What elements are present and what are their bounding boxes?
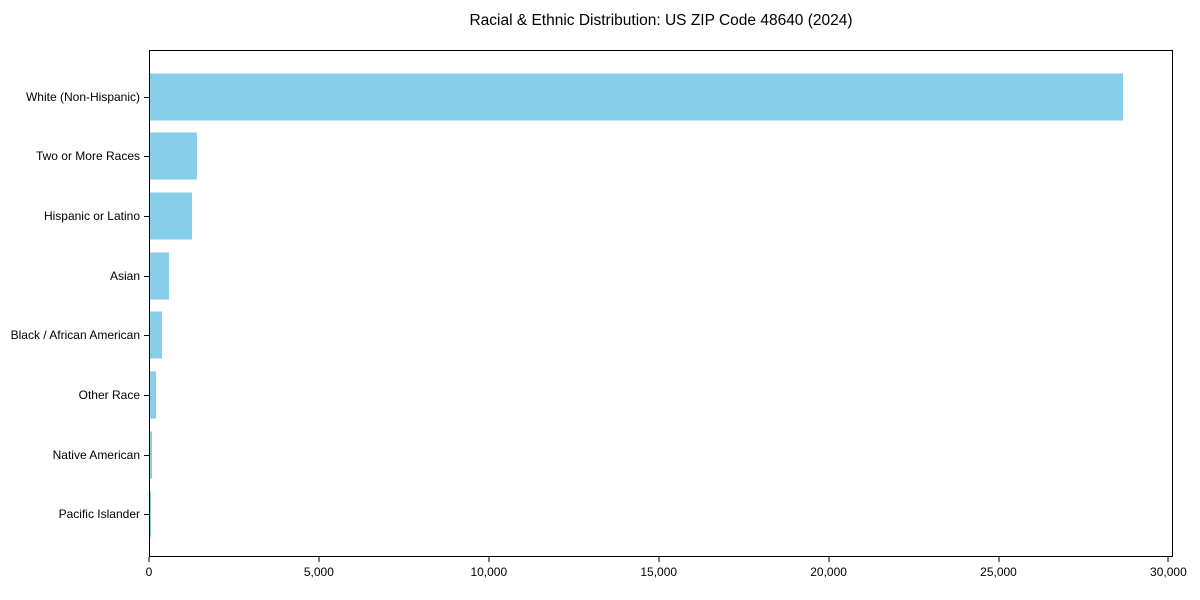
- data-bar: [150, 192, 192, 240]
- chart-row: Pacific Islander: [59, 484, 1172, 544]
- data-bar: [150, 311, 162, 359]
- x-tick-mark: [658, 557, 660, 562]
- y-category-label: Other Race: [78, 387, 140, 402]
- x-tick-mark: [1167, 557, 1169, 562]
- x-tick-mark: [828, 557, 830, 562]
- chart-row: Black / African American: [11, 306, 1172, 366]
- y-category-label: Two or More Races: [35, 149, 140, 164]
- x-tick-mark: [148, 557, 150, 562]
- y-tick-mark: [144, 216, 149, 218]
- x-tick-label: 5,000: [303, 565, 334, 579]
- y-tick-mark: [144, 514, 149, 516]
- y-category-label: Black / African American: [10, 328, 140, 343]
- y-tick-mark: [144, 335, 149, 337]
- chart-row: Other Race: [79, 365, 1172, 425]
- chart-row: Native American: [53, 425, 1172, 485]
- plot-area: White (Non-Hispanic) Two or More Races His…: [11, 50, 1173, 557]
- chart-row: White (Non-Hispanic): [26, 67, 1172, 127]
- x-tick-label: 25,000: [980, 565, 1017, 579]
- chart-row: Two or More Races: [36, 127, 1172, 187]
- x-tick-mark: [488, 557, 490, 562]
- data-bar: [150, 252, 169, 300]
- y-category-label: Native American: [52, 447, 140, 462]
- y-category-label: White (Non-Hispanic): [25, 89, 140, 104]
- x-tick-label: 20,000: [810, 565, 847, 579]
- x-tick-mark: [318, 557, 320, 562]
- data-bar: [150, 431, 152, 479]
- data-bar: [150, 73, 1124, 121]
- x-tick-label: 0: [145, 565, 153, 579]
- data-bar: [150, 490, 151, 538]
- data-bar: [150, 132, 198, 180]
- y-category-label: Asian: [109, 268, 140, 283]
- plot-rows: White (Non-Hispanic) Two or More Races His…: [11, 51, 1172, 556]
- y-category-label: Pacific Islander: [58, 507, 140, 522]
- x-tick-mark: [998, 557, 999, 562]
- x-tick-label: 15,000: [640, 565, 678, 579]
- y-tick-mark: [144, 394, 149, 396]
- data-bar: [150, 371, 156, 419]
- x-tick-label: 10,000: [470, 565, 508, 579]
- chart-row: Asian: [110, 246, 1172, 306]
- y-tick-mark: [144, 454, 149, 456]
- x-tick-label: 30,000: [1150, 565, 1187, 579]
- chart-title: Racial & Ethnic Distribution: US ZIP Cod…: [469, 12, 853, 29]
- y-tick-mark: [144, 156, 149, 158]
- y-tick-mark: [144, 275, 149, 277]
- x-axis: 0 5,000 10,000 15,000 20,000 25,000 30,000: [145, 557, 1187, 587]
- y-category-label: Hispanic or Latino: [43, 209, 140, 224]
- chart-row: Hispanic or Latino: [44, 186, 1172, 246]
- y-tick-mark: [144, 96, 149, 98]
